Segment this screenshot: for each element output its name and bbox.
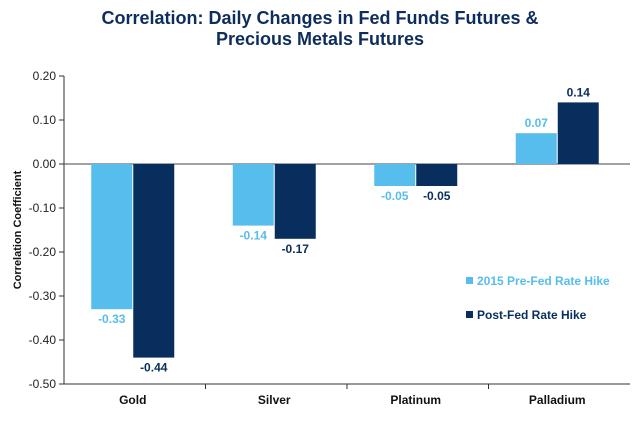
bar-gold-pre-hike <box>91 164 133 310</box>
y-tick-label: -0.30 <box>29 289 57 303</box>
data-label: -0.05 <box>381 189 409 203</box>
data-label: -0.17 <box>282 242 310 256</box>
x-category-label: Gold <box>119 393 146 407</box>
chart-title-line-1: Correlation: Daily Changes in Fed Funds … <box>101 8 538 28</box>
x-category-label: Platinum <box>390 393 441 407</box>
bar-palladium-pre-hike <box>515 133 557 164</box>
data-label: -0.14 <box>240 229 268 243</box>
legend-label-pre-hike: 2015 Pre-Fed Rate Hike <box>477 274 610 288</box>
data-label: 0.14 <box>567 85 591 99</box>
y-tick-label: 0.20 <box>33 69 57 83</box>
bar-platinum-post-hike <box>416 164 458 186</box>
bar-palladium-post-hike <box>557 102 599 164</box>
data-label: -0.05 <box>423 189 451 203</box>
bars <box>91 102 599 358</box>
legend-swatch-post-hike <box>466 311 473 318</box>
x-category-label: Silver <box>258 393 291 407</box>
data-label: -0.44 <box>140 361 168 375</box>
bar-silver-post-hike <box>274 164 316 239</box>
bar-platinum-pre-hike <box>374 164 416 186</box>
y-tick-label: 0.00 <box>33 157 57 171</box>
y-tick-label: 0.10 <box>33 113 57 127</box>
legend: 2015 Pre-Fed Rate Hike Post-Fed Rate Hik… <box>466 274 610 322</box>
data-label: 0.07 <box>525 116 549 130</box>
y-tick-label: -0.50 <box>29 377 57 391</box>
legend-label-post-hike: Post-Fed Rate Hike <box>477 308 587 322</box>
axes: 0.20 0.10 0.00 -0.10 -0.20 -0.30 -0.40 -0.50 Gol… <box>29 69 630 407</box>
x-category-label: Palladium <box>529 393 586 407</box>
y-axis-label: Correlation Coefficient <box>12 170 24 289</box>
bar-silver-pre-hike <box>232 164 274 226</box>
legend-swatch-pre-hike <box>466 277 473 284</box>
bar-gold-post-hike <box>133 164 175 358</box>
y-tick-label: -0.40 <box>29 333 57 347</box>
y-tick-label: -0.20 <box>29 245 57 259</box>
data-labels: -0.33 -0.44 -0.14 -0.17 -0.05 -0.05 0.07 0.14 <box>98 85 590 374</box>
y-tick-label: -0.10 <box>29 201 57 215</box>
chart-title-line-2: Precious Metals Futures <box>216 29 424 49</box>
data-label: -0.33 <box>98 312 126 326</box>
